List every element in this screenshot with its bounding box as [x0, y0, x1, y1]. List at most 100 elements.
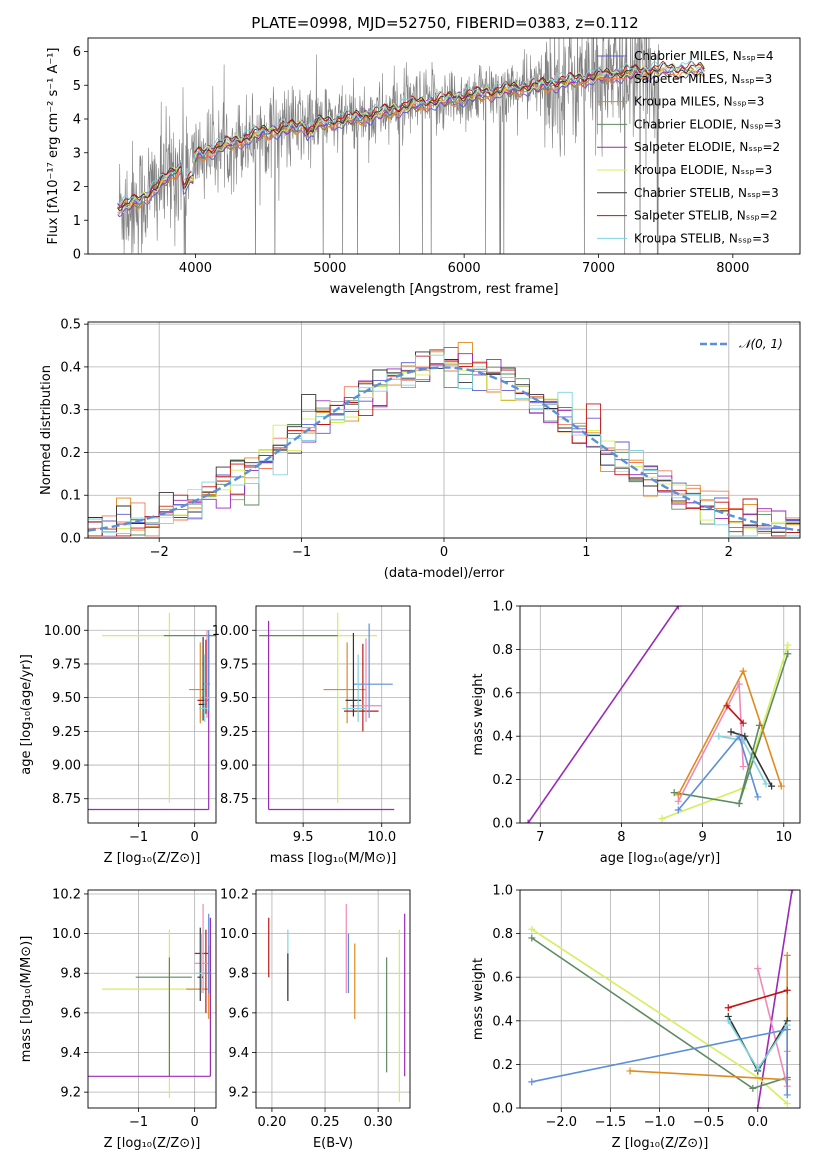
error-bar-point: [135, 957, 192, 1077]
weight-marker: [784, 650, 792, 658]
plot-area-spectrum: [117, 38, 705, 254]
y-tick-label: 9.8: [228, 967, 249, 982]
y-tick-label: 9.75: [220, 657, 249, 672]
error-bar-point: [88, 917, 211, 1077]
x-axis-label: age [log₁₀(age/yr)]: [600, 851, 721, 866]
y-axis-label: age [log₁₀(age/yr)]: [19, 654, 34, 775]
y-tick-label: 0.6: [492, 971, 513, 986]
y-tick-label: 6: [73, 45, 81, 60]
axes-frame: [87, 37, 801, 255]
legend-entry: Salpeter MILES, Nₛₛₚ=3: [634, 72, 772, 86]
x-axis-label: wavelength [Angstrom, rest frame]: [330, 282, 559, 297]
legend-entry: 𝒩(0, 1): [739, 337, 783, 351]
axes-frame: [519, 889, 801, 1109]
weight-line-salpeter_stelib: [726, 705, 744, 724]
x-tick-label: 4000: [179, 261, 212, 276]
axes-frame: [87, 321, 801, 539]
error-bar-point: [344, 643, 379, 732]
y-tick-label: 9.2: [228, 1086, 249, 1101]
y-tick-label: 9.8: [60, 967, 81, 982]
x-tick-label: 5000: [313, 261, 346, 276]
y-tick-label: 1.0: [492, 600, 513, 615]
weight-line-chabrier_elodie: [738, 725, 761, 804]
y-tick-label: 9.4: [60, 1046, 81, 1061]
y-tick-label: 1.0: [492, 884, 513, 899]
weight-line-salpeter_elodie: [527, 606, 679, 823]
weight-marker: [626, 1067, 634, 1075]
model-spectrum-kroupa_stelib: [117, 60, 705, 204]
weight-marker: [783, 1100, 791, 1108]
plot-area-age_vs_Z: [88, 612, 216, 811]
y-tick-label: 0: [73, 248, 81, 263]
plot-area-mass_vs_Z: [88, 903, 212, 1099]
plot-area-weight_vs_Z: [528, 890, 796, 1108]
y-tick-label: 0.4: [492, 1014, 513, 1029]
weight-marker: [674, 806, 682, 814]
legend: Chabrier MILES, Nₛₛₚ=4 Salpeter MILES, Nₛ…: [597, 49, 781, 245]
legend-entry: Chabrier ELODIE, Nₛₛₚ=3: [634, 117, 781, 131]
y-tick-label: 9.00: [220, 759, 249, 774]
x-axis-label: Z [log₁₀(Z/Z⊙)]: [104, 1136, 201, 1151]
y-tick-label: 0.4: [60, 360, 81, 375]
y-tick-label: 9.50: [220, 691, 249, 706]
legend-entry: Kroupa MILES, Nₛₛₚ=3: [634, 95, 764, 109]
axes-frame: [519, 605, 801, 824]
axes-mass_vs_EBV: 0.20 0.25 0.30 9.2 9.4 9.6 9.8 10.0 10.2 E(B-V): [220, 887, 411, 1151]
axes-residuals: −2 −1 0 1 2 0.0 0.1 0.2 0.3 0.4 0.5 (data-model)/er…: [39, 318, 801, 581]
error-bar-point: [102, 929, 198, 1099]
y-tick-label: 2: [73, 180, 81, 195]
figure-title: PLATE=0998, MJD=52750, FIBERID=0383, z=0…: [251, 14, 638, 32]
x-axis-label: E(B-V): [313, 1136, 353, 1151]
axes-frame: [87, 889, 217, 1109]
y-tick-label: 9.6: [228, 1006, 249, 1021]
y-tick-label: 8.75: [220, 792, 249, 807]
x-axis-label: (data-model)/error: [384, 566, 505, 581]
x-tick-label: 8: [617, 830, 625, 845]
weight-marker: [783, 986, 791, 994]
legend-entry: Salpeter ELODIE, Nₛₛₚ=2: [634, 140, 780, 154]
weight-marker: [674, 791, 682, 799]
weight-marker: [783, 1026, 791, 1034]
error-bar-point: [267, 620, 395, 811]
error-bar-point: [353, 623, 393, 718]
y-axis-label: Normed distribution: [39, 365, 54, 495]
legend-entry: Chabrier MILES, Nₛₛₚ=4: [634, 49, 774, 63]
x-tick-label: −2: [150, 545, 169, 560]
weight-marker: [658, 815, 666, 823]
error-bar-point: [262, 612, 377, 803]
y-tick-label: 3: [73, 146, 81, 161]
axes-frame: [255, 605, 411, 824]
y-tick-label: 10.00: [212, 624, 249, 639]
y-tick-label: 4: [73, 113, 81, 128]
x-tick-label: 0.30: [364, 1115, 393, 1130]
x-axis-label: Z [log₁₀(Z/Z⊙)]: [104, 851, 201, 866]
weight-marker: [735, 732, 743, 740]
axes-age_vs_mass: 9.5 10.0 8.75 9.00 9.25 9.50 9.75 10.00 mass [lo…: [212, 605, 411, 866]
axes-weight_vs_Z: −2.0 −1.5 −1.0 −0.5 0.0 0.0 0.2 0.4 0.6 0.8 1.0 Z […: [471, 884, 801, 1151]
weight-marker: [735, 680, 743, 688]
plot-area-mass_vs_EBV: [268, 903, 406, 1103]
weight-marker: [670, 789, 678, 797]
x-tick-label: 7: [536, 830, 544, 845]
axes-frame: [255, 889, 411, 1109]
x-tick-label: −1: [292, 545, 311, 560]
normal-curve: [88, 366, 800, 532]
axes-mass_vs_Z: −1 0 9.2 9.4 9.6 9.8 10.0 10.2 Z [log₁₀(Z/Z⊙)] ma…: [19, 887, 217, 1151]
weight-marker: [788, 890, 796, 894]
y-tick-label: 0.3: [60, 403, 81, 418]
error-bar-point: [203, 913, 212, 994]
weight-marker: [739, 667, 747, 675]
y-tick-label: 9.4: [228, 1046, 249, 1061]
x-tick-label: 9: [698, 830, 706, 845]
y-tick-label: 0.4: [492, 730, 513, 745]
x-tick-label: 10.0: [367, 830, 396, 845]
weight-marker: [715, 732, 723, 740]
x-tick-label: 2: [725, 545, 733, 560]
error-bar-point: [195, 933, 205, 994]
weight-marker: [768, 782, 776, 790]
y-tick-label: 9.75: [52, 657, 81, 672]
error-bar-point: [342, 654, 366, 722]
weight-marker: [754, 793, 762, 801]
y-tick-label: 0.6: [492, 686, 513, 701]
